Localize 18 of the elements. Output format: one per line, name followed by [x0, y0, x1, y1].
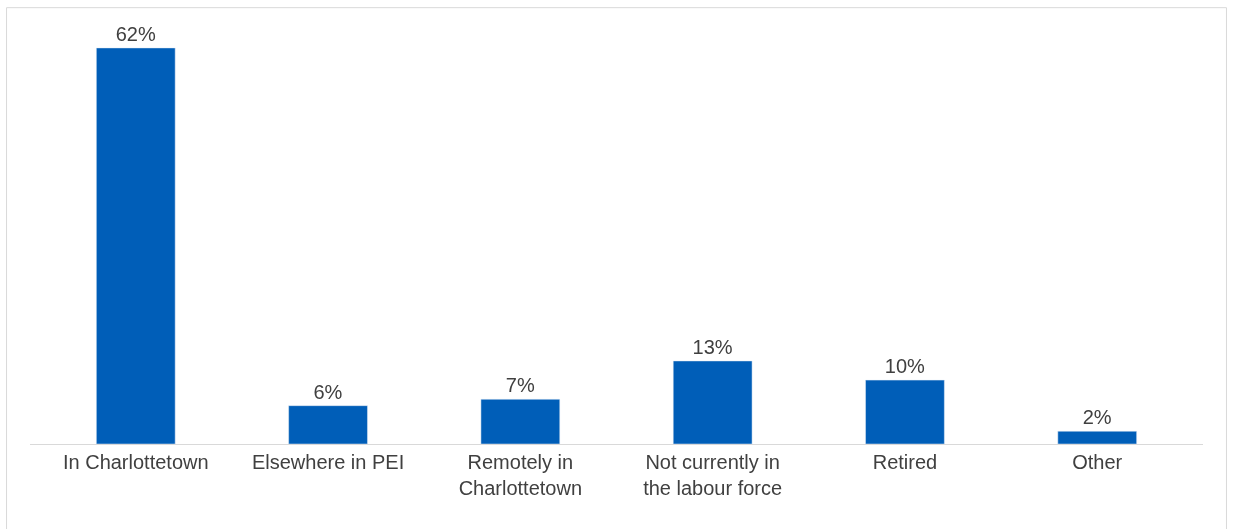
x-tick-label: In Charlottetown: [62, 451, 209, 473]
x-tick-label: Retired: [872, 451, 938, 473]
bar: [1057, 430, 1137, 444]
bar: [288, 405, 368, 444]
data-label: 7%: [505, 374, 535, 397]
data-label: 2%: [1082, 406, 1112, 429]
bar: [480, 399, 561, 444]
data-label: 6%: [313, 380, 343, 403]
bar: [672, 360, 753, 444]
bar: [865, 379, 945, 444]
data-label: 10%: [884, 355, 926, 378]
x-tick-label: Elsewhere in PEI: [251, 451, 405, 473]
x-tick-label: Not currently in the labour force: [643, 451, 783, 499]
x-tick-label: Other: [1072, 451, 1123, 473]
data-label: 13%: [692, 335, 733, 358]
x-tick-label: Remotely in Charlottetown: [458, 451, 583, 499]
data-label: 62%: [115, 22, 156, 45]
bar: [96, 47, 176, 444]
